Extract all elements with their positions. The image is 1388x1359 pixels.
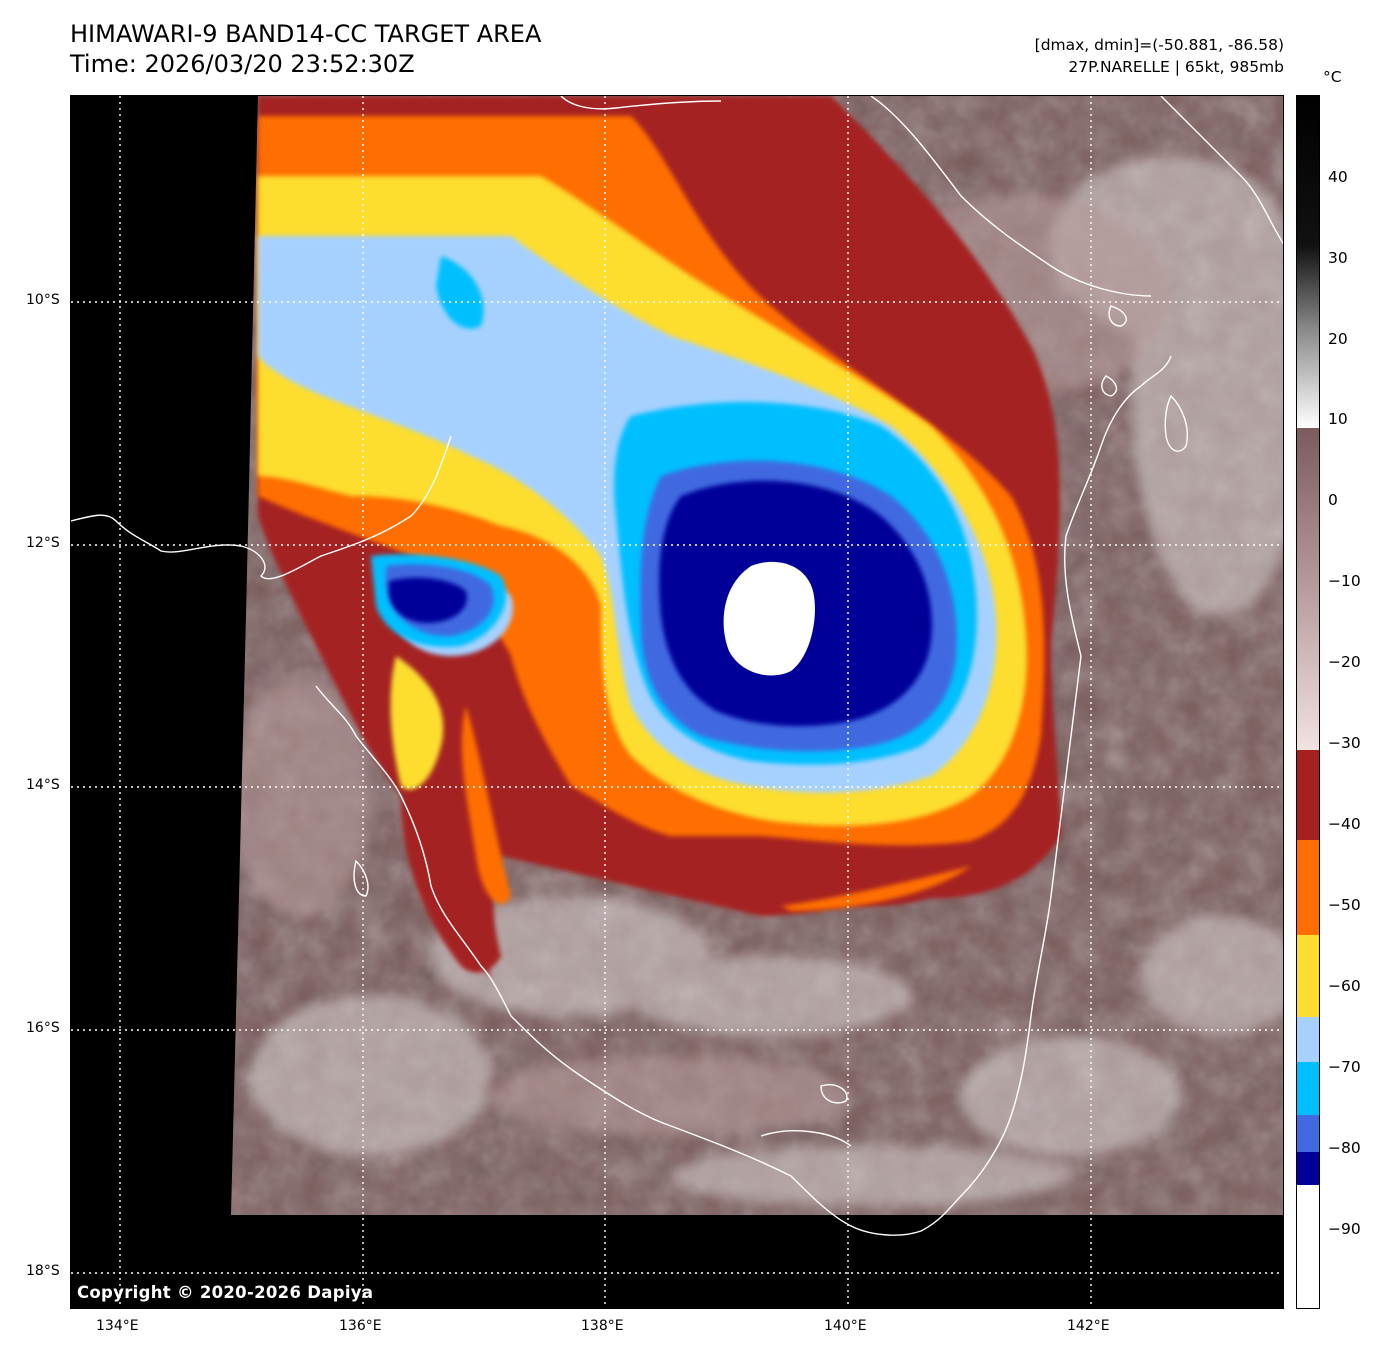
lat-label-14s: 14°S (26, 777, 60, 793)
map-timestamp: Time: 2026/03/20 23:52:30Z (70, 50, 415, 78)
satellite-image (71, 96, 1283, 1308)
lat-label-10s: 10°S (26, 292, 60, 308)
lat-label-16s: 16°S (26, 1020, 60, 1036)
storm-eye (723, 561, 815, 676)
storm-info-label: 27P.NARELLE | 65kt, 985mb (1068, 58, 1284, 76)
colorbar-tick-minus60: −60 (1328, 977, 1361, 995)
lat-label-18s: 18°S (26, 1263, 60, 1279)
colorbar-tick-10: 10 (1328, 410, 1348, 428)
colorbar-tick-minus20: −20 (1328, 653, 1361, 671)
colorbar-tick-minus30: −30 (1328, 734, 1361, 752)
colorbar-tick-minus50: −50 (1328, 896, 1361, 914)
colorbar-tick-minus80: −80 (1328, 1139, 1361, 1157)
colorbar-tick-20: 20 (1328, 330, 1348, 348)
colorbar-tick-40: 40 (1328, 168, 1348, 186)
copyright-text: Copyright © 2020-2026 Dapiya (77, 1283, 374, 1302)
satellite-map: Copyright © 2020-2026 Dapiya (70, 95, 1284, 1309)
colorbar (1296, 95, 1320, 1309)
temperature-range-label: [dmax, dmin]=(-50.881, -86.58) (1034, 36, 1284, 54)
lon-label-138e: 138°E (581, 1318, 624, 1334)
satellite-data-layer (231, 96, 1283, 1215)
lon-label-142e: 142°E (1067, 1318, 1110, 1334)
map-title: HIMAWARI-9 BAND14-CC TARGET AREA (70, 20, 542, 48)
colorbar-gradient (1297, 96, 1319, 1308)
lat-label-12s: 12°S (26, 535, 60, 551)
colorbar-unit: °C (1323, 68, 1342, 86)
colorbar-tick-minus10: −10 (1328, 572, 1361, 590)
colorbar-tick-30: 30 (1328, 249, 1348, 267)
colorbar-tick-0: 0 (1328, 491, 1338, 509)
colorbar-tick-minus90: −90 (1328, 1220, 1361, 1238)
colorbar-tick-minus40: −40 (1328, 815, 1361, 833)
lon-label-134e: 134°E (96, 1318, 139, 1334)
graticule (71, 96, 1283, 1308)
lon-label-140e: 140°E (824, 1318, 867, 1334)
lon-label-136e: 136°E (339, 1318, 382, 1334)
coastlines (71, 96, 1283, 1236)
colorbar-tick-minus70: −70 (1328, 1058, 1361, 1076)
